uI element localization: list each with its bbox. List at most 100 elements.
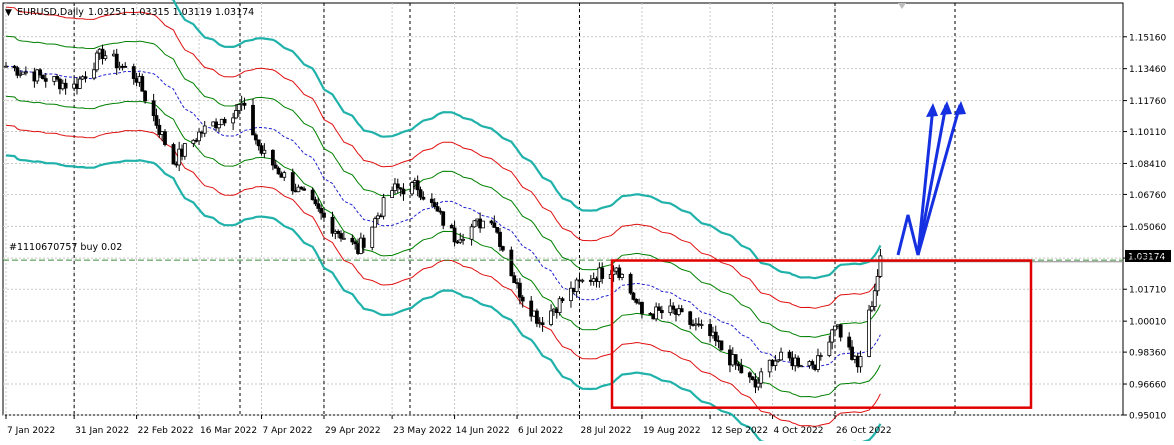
candle-body <box>182 143 187 157</box>
candle-body <box>535 310 539 324</box>
y-tick-label: 1.00010 <box>1129 318 1166 328</box>
candle-body <box>376 215 380 220</box>
candle-body <box>341 237 346 240</box>
candle-body <box>671 305 676 310</box>
candle-body <box>157 124 162 135</box>
x-tick-label: 7 Apr 2022 <box>263 426 313 436</box>
candle-body <box>401 188 406 195</box>
inner-band-upper <box>5 35 881 338</box>
current-price-label: 1.03174 <box>1128 253 1165 263</box>
x-tick-label: 19 Aug 2022 <box>643 426 701 436</box>
candle-body <box>236 104 241 111</box>
candle-body <box>512 275 517 284</box>
candle-body <box>234 110 238 119</box>
candle-body <box>171 144 176 165</box>
candle-body <box>151 100 156 116</box>
candle-body <box>410 182 414 195</box>
candle-body <box>253 134 258 141</box>
candle-body <box>699 324 704 326</box>
candle-body <box>302 188 306 191</box>
candle-body <box>103 55 108 60</box>
candle-body <box>540 322 545 325</box>
candle-body <box>867 309 871 357</box>
candle-body <box>529 300 534 317</box>
candle-body <box>858 356 863 368</box>
candle-body <box>290 172 295 192</box>
candle-body <box>796 357 800 367</box>
candle-body <box>458 239 463 243</box>
candle-body <box>657 306 661 311</box>
candle-body <box>415 180 420 191</box>
candle-body <box>92 69 96 79</box>
x-tick-label: 29 Apr 2022 <box>325 426 381 436</box>
y-tick-label: 1.11760 <box>1129 97 1166 107</box>
y-tick-label: 0.95010 <box>1129 412 1166 422</box>
candle-body <box>620 273 624 278</box>
candle-body <box>872 290 877 307</box>
candle-body <box>330 216 335 234</box>
candle-body <box>787 351 792 359</box>
candle-body <box>140 76 145 92</box>
symbol-label: EURUSD,Daily <box>17 7 84 18</box>
candle-body <box>177 148 182 166</box>
candle-body <box>679 308 684 313</box>
candle-body <box>654 306 659 320</box>
candle-body <box>756 382 761 388</box>
candle-body <box>154 115 159 126</box>
y-tick-label: 1.10110 <box>1129 128 1166 138</box>
candles <box>4 44 883 394</box>
arrow-path-1 <box>896 106 935 256</box>
candle-body <box>878 255 883 277</box>
outer-band-upper <box>171 0 882 280</box>
candle-body <box>847 336 852 348</box>
candle-body <box>799 365 803 368</box>
middle-band-upper <box>5 6 881 309</box>
dropdown-triangle-icon[interactable]: ▼ <box>5 8 12 18</box>
candle-body <box>100 48 105 60</box>
candle-body <box>418 189 423 198</box>
indicator-bands <box>5 0 882 445</box>
candle-body <box>395 183 400 189</box>
candle-body <box>810 361 815 366</box>
candle-body <box>634 299 639 303</box>
candle-body <box>520 296 525 302</box>
candle-body <box>83 76 88 79</box>
candle-body <box>435 206 440 212</box>
arrow-path-3 <box>916 104 962 256</box>
x-tick-label: 23 May 2022 <box>393 426 452 436</box>
candle-body <box>549 310 553 325</box>
candle-body <box>12 65 17 69</box>
candle-body <box>739 365 744 374</box>
x-tick-label: 22 Feb 2022 <box>138 426 194 436</box>
candle-body <box>838 324 843 338</box>
candle-body <box>492 222 497 228</box>
candle-body <box>574 279 579 292</box>
candle-body <box>398 187 403 190</box>
x-axis: 7 Jan 2022 31 Jan 2022 22 Feb 2022 16 Mar 2… <box>5 415 892 436</box>
candle-body <box>600 267 605 279</box>
candle-body <box>469 226 474 240</box>
y-tick-label: 0.98360 <box>1129 349 1166 359</box>
candle-body <box>222 118 227 124</box>
candle-body <box>733 354 738 365</box>
x-tick-label: 6 Jul 2022 <box>518 426 563 436</box>
outer-band-lower <box>5 154 882 445</box>
x-tick-label: 28 Jul 2022 <box>580 426 631 436</box>
candle-body <box>708 324 712 337</box>
candle-body <box>217 124 221 129</box>
order-line-label[interactable]: #1110670757 buy 0.02 <box>9 242 122 253</box>
x-tick-label: 14 Jun 2022 <box>456 426 510 436</box>
candle-body <box>560 298 565 302</box>
middle-band-lower <box>5 124 881 427</box>
x-tick-label: 4 Oct 2022 <box>774 426 824 436</box>
candle-body <box>18 73 23 76</box>
y-tick-label: 1.13460 <box>1129 65 1166 75</box>
candle-body <box>779 351 783 361</box>
candle-body <box>43 78 48 82</box>
candle-body <box>489 220 494 224</box>
candle-body <box>381 197 386 217</box>
candle-body <box>432 202 437 208</box>
candle-body <box>353 241 358 245</box>
